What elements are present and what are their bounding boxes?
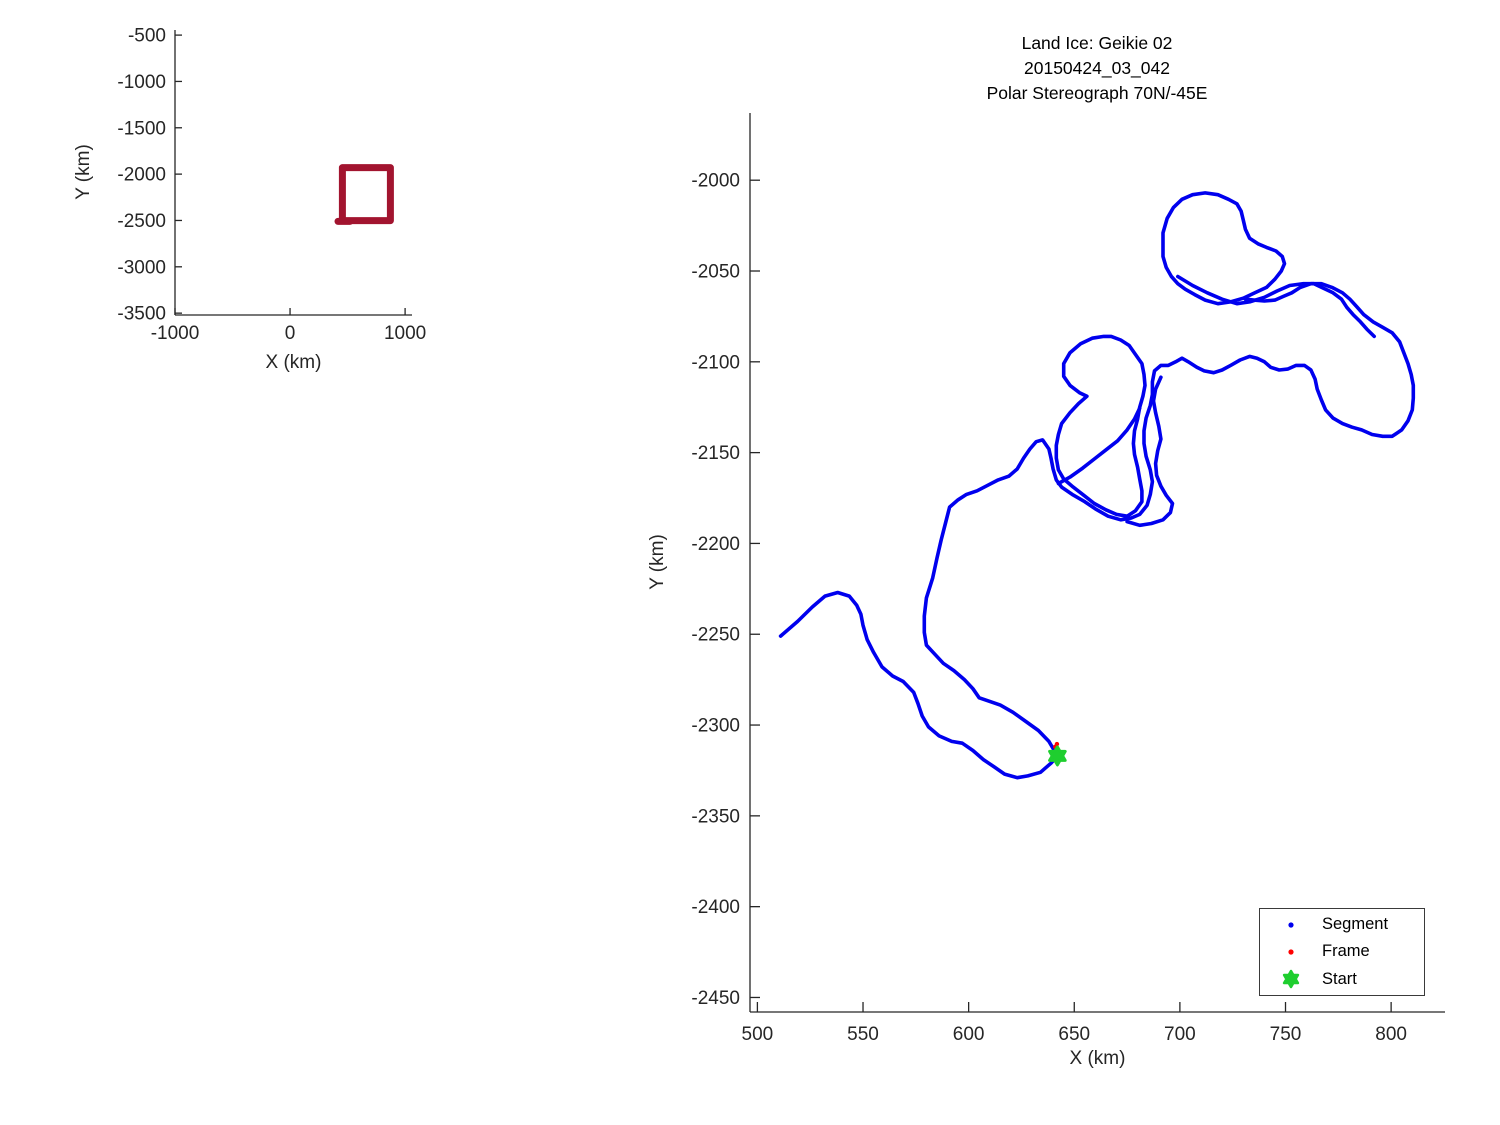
legend-row-frame: Frame [1260, 939, 1424, 965]
start-marker [1048, 745, 1067, 767]
legend-row-segment: Segment [1260, 912, 1424, 938]
segment-track-main [778, 281, 1416, 780]
title-line-3: Polar Stereograph 70N/-45E [986, 83, 1208, 103]
legend-row-start: Start [1260, 966, 1424, 992]
title-line-1: Land Ice: Geikie 02 [1021, 33, 1173, 53]
x-tick-label: 500 [742, 1024, 774, 1045]
y-tick-label: -2350 [691, 806, 740, 827]
y-tick-label: -2150 [691, 443, 740, 464]
overview-x-axis-label: X (km) [265, 352, 322, 373]
x-tick-label: 700 [1164, 1024, 1196, 1045]
y-tick-label: -3500 [117, 304, 166, 325]
x-tick-label: 600 [953, 1024, 985, 1045]
y-tick-label: -1500 [117, 118, 166, 139]
legend: Segment Frame Start [1259, 908, 1425, 996]
y-tick-label: -2200 [691, 534, 740, 555]
segment-track-east-strand [1125, 375, 1175, 528]
y-tick-label: -2250 [691, 625, 740, 646]
segment-track-diagonal [1176, 274, 1376, 339]
y-tick-label: -2400 [691, 897, 740, 918]
coverage-outline [338, 164, 394, 225]
x-tick-label: -1000 [151, 323, 200, 344]
overview-y-axis-label: Y (km) [73, 144, 94, 200]
y-tick-label: -2000 [691, 171, 740, 192]
segment-track-middle-loop [1054, 334, 1147, 518]
main-y-axis-label: Y (km) [647, 534, 668, 590]
main-plot-title: Land Ice: Geikie 02 20150424_03_042 Pola… [747, 31, 1447, 106]
y-tick-label: -2100 [691, 352, 740, 373]
y-tick-label: -3000 [117, 257, 166, 278]
main-x-axis-label: X (km) [1069, 1048, 1126, 1069]
y-tick-label: -1000 [117, 72, 166, 93]
x-tick-label: 0 [285, 323, 296, 344]
segment-track-north-loop [1161, 191, 1287, 306]
segment-track-cross [1056, 406, 1142, 486]
x-tick-label: 650 [1058, 1024, 1090, 1045]
legend-label-start: Start [1322, 969, 1357, 988]
x-tick-label: 750 [1270, 1024, 1302, 1045]
legend-label-segment: Segment [1322, 915, 1389, 934]
x-tick-label: 550 [847, 1024, 879, 1045]
legend-label-frame: Frame [1322, 942, 1370, 961]
y-tick-label: -2050 [691, 262, 740, 283]
y-tick-label: -2500 [117, 211, 166, 232]
start-star-icon [1260, 968, 1322, 990]
x-tick-label: 800 [1375, 1024, 1407, 1045]
y-tick-label: -2000 [117, 165, 166, 186]
y-tick-label: -2300 [691, 716, 740, 737]
title-line-2: 20150424_03_042 [1024, 58, 1170, 78]
y-tick-label: -2450 [691, 988, 740, 1009]
frame-points [1054, 741, 1060, 747]
x-tick-label: 1000 [384, 323, 426, 344]
frame-dot-icon [1260, 942, 1322, 962]
segment-dot-icon [1260, 915, 1322, 935]
y-tick-label: -500 [128, 26, 166, 47]
